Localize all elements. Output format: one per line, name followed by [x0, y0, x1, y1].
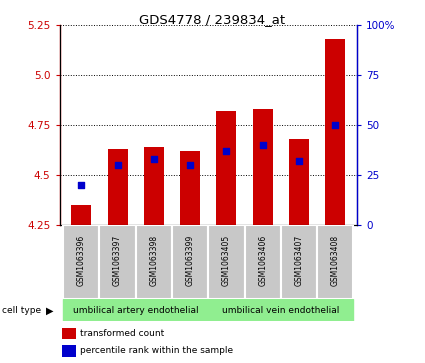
Text: GDS4778 / 239834_at: GDS4778 / 239834_at: [139, 13, 286, 26]
Bar: [216, 111, 236, 225]
Text: umbilical artery endothelial: umbilical artery endothelial: [73, 306, 198, 315]
Bar: [71, 205, 91, 225]
Bar: [281, 225, 317, 299]
Bar: [180, 151, 200, 225]
Bar: [253, 109, 273, 225]
Point: [78, 182, 85, 188]
Text: GSM1063397: GSM1063397: [113, 235, 122, 286]
Text: GSM1063396: GSM1063396: [77, 235, 86, 286]
Text: GSM1063405: GSM1063405: [222, 235, 231, 286]
Text: GSM1063407: GSM1063407: [295, 235, 303, 286]
Bar: [144, 147, 164, 225]
Bar: [99, 225, 136, 299]
Point: [223, 148, 230, 154]
Bar: [208, 299, 353, 321]
Text: percentile rank within the sample: percentile rank within the sample: [80, 346, 233, 355]
Bar: [317, 225, 353, 299]
Bar: [325, 40, 345, 225]
Bar: [244, 225, 281, 299]
Text: transformed count: transformed count: [80, 329, 164, 338]
Point: [332, 122, 339, 128]
Bar: [62, 345, 76, 356]
Text: ▶: ▶: [45, 305, 53, 315]
Bar: [62, 328, 76, 339]
Text: GSM1063408: GSM1063408: [331, 235, 340, 286]
Point: [187, 162, 193, 168]
Bar: [136, 225, 172, 299]
Bar: [208, 225, 244, 299]
Text: cell type: cell type: [2, 306, 41, 315]
Text: GSM1063406: GSM1063406: [258, 235, 267, 286]
Bar: [63, 299, 208, 321]
Text: GSM1063399: GSM1063399: [186, 235, 195, 286]
Point: [259, 142, 266, 148]
Point: [150, 156, 157, 162]
Point: [295, 158, 302, 164]
Bar: [172, 225, 208, 299]
Text: umbilical vein endothelial: umbilical vein endothelial: [222, 306, 340, 315]
Bar: [63, 225, 99, 299]
Bar: [108, 149, 128, 225]
Point: [114, 162, 121, 168]
Text: GSM1063398: GSM1063398: [149, 235, 159, 286]
Bar: [289, 139, 309, 225]
